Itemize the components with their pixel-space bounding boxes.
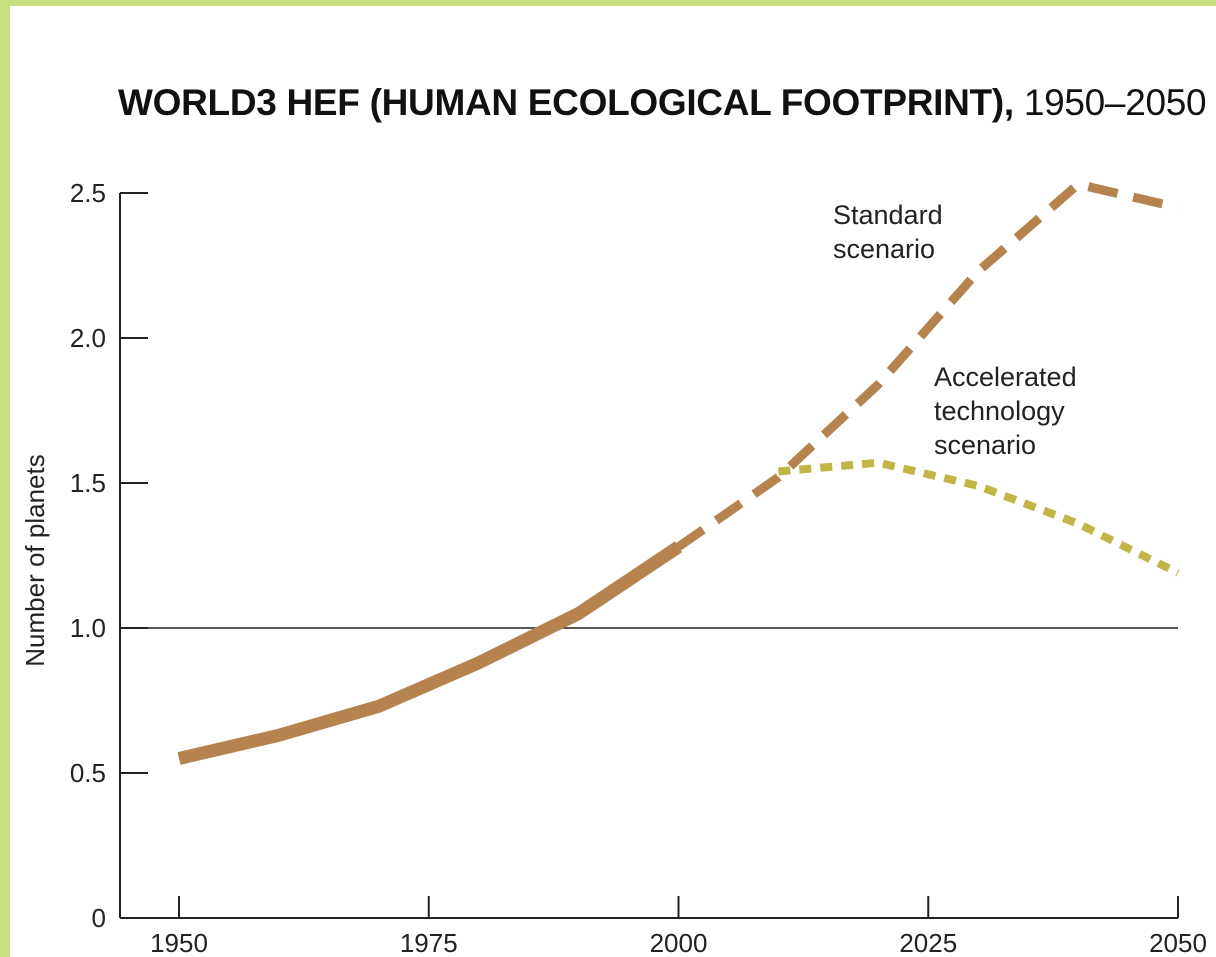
series-accelerated-label: Accelerated [934, 362, 1077, 392]
chart-title-years: 1950–2050 [1023, 82, 1207, 123]
chart-title: WORLD3 HEF (HUMAN ECOLOGICAL FOOTPRINT),… [118, 82, 1207, 123]
series-accelerated-label: technology [934, 396, 1065, 426]
chart-series [177, 179, 1180, 765]
series-historical-line [177, 541, 683, 765]
x-tick-label: 2050 [1149, 928, 1207, 957]
series-standard-line [675, 179, 1180, 551]
x-tick-label: 2025 [899, 928, 957, 957]
chart-title-bold: WORLD3 HEF (HUMAN ECOLOGICAL FOOTPRINT), [118, 82, 1014, 123]
y-tick-label: 1.5 [70, 468, 106, 498]
y-tick-label: 2.5 [70, 178, 106, 208]
x-tick-label: 2000 [650, 928, 708, 957]
frame-top-border [0, 0, 1216, 6]
y-tick-label: 1.0 [70, 613, 106, 643]
chart-axes: 0 0.5 1.0 1.5 2.0 2.5 1950 1975 2000 2025 2050 Numb… [20, 178, 1207, 957]
y-tick-label: 0 [92, 903, 106, 933]
x-tick-label: 1975 [400, 928, 458, 957]
y-tick-label: 2.0 [70, 323, 106, 353]
series-standard-label: scenario [833, 234, 935, 264]
chart-labels: Standard scenario Accelerated technology sce… [833, 200, 1077, 460]
series-standard-label: Standard [833, 200, 943, 230]
series-accelerated-label: scenario [934, 430, 1036, 460]
y-tick-label: 0.5 [70, 758, 106, 788]
frame-left-border [0, 0, 10, 957]
y-axis-title: Number of planets [20, 454, 50, 666]
series-accelerated-line [778, 458, 1180, 577]
x-tick-label: 1950 [150, 928, 208, 957]
